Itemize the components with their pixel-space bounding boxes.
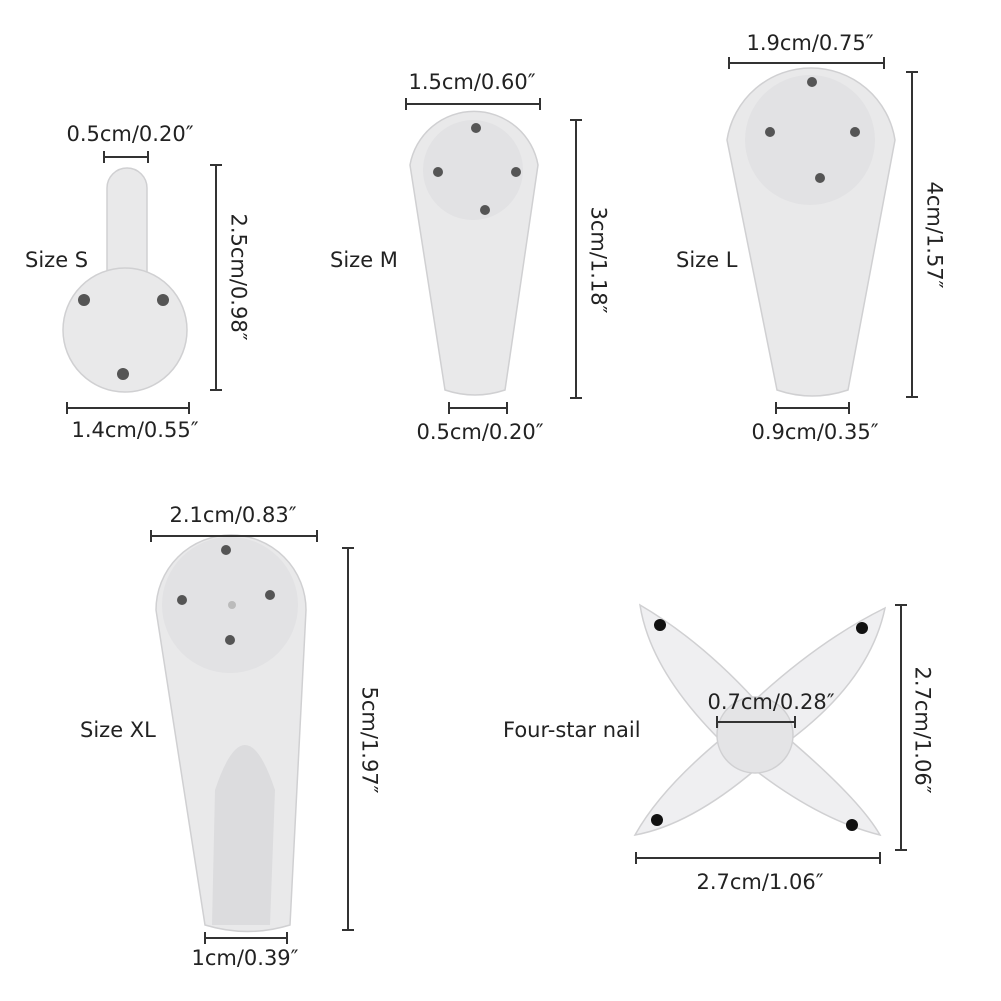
size-l-bottom-dim: 0.9cm/0.35″ bbox=[751, 420, 879, 444]
size-s-top-dim: 0.5cm/0.20″ bbox=[66, 122, 194, 146]
four-star-bottom-dim: 2.7cm/1.06″ bbox=[696, 870, 824, 894]
size-l-label: Size L bbox=[676, 248, 738, 272]
size-s-side-dim: 2.5cm/0.98″ bbox=[226, 213, 251, 341]
four-star-side-dim: 2.7cm/1.06″ bbox=[910, 666, 935, 794]
size-m-bottom-dim: 0.5cm/0.20″ bbox=[416, 420, 544, 444]
size-xl-bottom-dim: 1cm/0.39″ bbox=[191, 946, 299, 970]
size-s-label: Size S bbox=[25, 248, 89, 272]
four-star-label: Four-star nail bbox=[503, 718, 641, 742]
four-star-center-dim: 0.7cm/0.28″ bbox=[707, 690, 835, 714]
size-xl-top-dim: 2.1cm/0.83″ bbox=[169, 503, 297, 527]
pins bbox=[78, 77, 868, 831]
size-m-top-dim: 1.5cm/0.60″ bbox=[408, 70, 536, 94]
hook-size-s bbox=[62, 167, 188, 393]
size-xl-side-dim: 5cm/1.97″ bbox=[357, 686, 382, 794]
size-m-side-dim: 3cm/1.18″ bbox=[586, 206, 611, 314]
size-l-top-dim: 1.9cm/0.75″ bbox=[746, 31, 874, 55]
size-s-bottom-dim: 1.4cm/0.55″ bbox=[71, 418, 199, 442]
size-xl-label: Size XL bbox=[80, 718, 156, 742]
size-l-side-dim: 4cm/1.57″ bbox=[922, 181, 947, 289]
dimension-lines bbox=[66, 57, 918, 944]
size-m-label: Size M bbox=[330, 248, 398, 272]
